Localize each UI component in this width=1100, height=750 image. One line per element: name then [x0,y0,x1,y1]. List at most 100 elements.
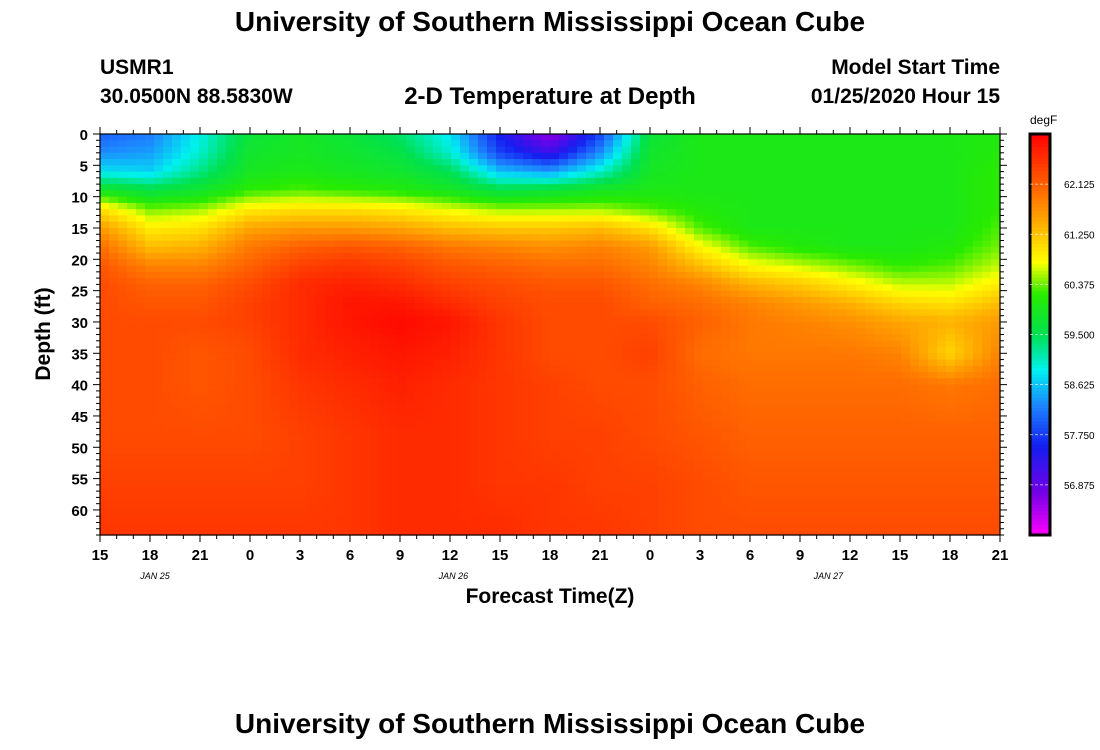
heatmap-cell [424,234,434,242]
heatmap-cell [352,259,362,267]
heatmap-cell [406,359,416,367]
heatmap-cell [352,315,362,323]
heatmap-cell [883,271,893,279]
heatmap-cell [235,328,245,336]
heatmap-cell [658,415,668,423]
heatmap-cell [802,334,812,342]
heatmap-cell [244,240,254,248]
heatmap-cell [955,253,965,260]
heatmap-cell [208,234,218,242]
heatmap-cell [604,328,614,336]
heatmap-cell [496,378,506,386]
heatmap-cell [883,196,893,204]
heatmap-cell [172,296,182,304]
heatmap-cell [928,290,938,298]
heatmap-cell [604,209,614,217]
heatmap-cell [676,253,686,260]
heatmap-cell [487,397,497,405]
heatmap-cell [181,428,191,436]
heatmap-cell [982,359,992,367]
heatmap-cell [604,278,614,285]
heatmap-cell [685,290,695,298]
heatmap-cell [586,271,596,279]
heatmap-cell [730,265,740,273]
heatmap-cell [847,403,857,411]
heatmap-cell [631,140,641,148]
heatmap-cell [460,347,470,354]
heatmap-cell [973,253,983,260]
heatmap-cell [658,221,668,229]
heatmap-cell [847,152,857,160]
heatmap-cell [226,240,236,248]
heatmap-cell [397,415,407,423]
heatmap-cell [883,171,893,179]
heatmap-cell [595,284,605,292]
heatmap-cell [865,428,875,436]
heatmap-cell [559,428,569,436]
heatmap-cell [685,390,695,398]
heatmap-cell [262,334,272,342]
heatmap-cell [181,365,191,373]
heatmap-cell [397,253,407,260]
heatmap-cell [964,428,974,436]
heatmap-cell [919,134,929,141]
heatmap-cell [847,290,857,298]
heatmap-cell [694,196,704,204]
heatmap-cell [154,152,164,160]
heatmap-cell [532,234,542,242]
heatmap-cell [361,221,371,229]
heatmap-cell [577,365,587,373]
heatmap-cell [253,321,263,329]
heatmap-cell [235,240,245,248]
heatmap-cell [964,259,974,267]
heatmap-cell [748,209,758,217]
heatmap-cell [154,196,164,204]
heatmap-cell [343,347,353,354]
heatmap-cell [199,234,209,242]
heatmap-cell [577,146,587,154]
heatmap-cell [298,334,308,342]
heatmap-cell [298,196,308,204]
heatmap-cell [874,359,884,367]
heatmap-cell [730,328,740,336]
heatmap-cell [901,284,911,292]
heatmap-cell [433,415,443,423]
heatmap-cell [514,328,524,336]
heatmap-cell [550,253,560,260]
heatmap-cell [487,284,497,292]
heatmap-cell [190,334,200,342]
heatmap-cell [946,315,956,323]
heatmap-cell [235,209,245,217]
heatmap-cell [829,347,839,354]
heatmap-cell [937,190,947,198]
heatmap-cell [604,146,614,154]
heatmap-cell [118,190,128,198]
heatmap-cell [847,384,857,392]
heatmap-cell [343,246,353,254]
heatmap-cell [136,184,146,191]
heatmap-cell [712,152,722,160]
heatmap-cell [370,372,380,379]
heatmap-cell [424,428,434,436]
heatmap-cell [460,152,470,160]
heatmap-cell [856,265,866,273]
heatmap-cell [622,190,632,198]
heatmap-cell [739,334,749,342]
heatmap-cell [271,215,281,223]
heatmap-cell [334,340,344,348]
heatmap-cell [397,246,407,254]
heatmap-cell [208,441,218,448]
heatmap-cell [415,390,425,398]
heatmap-cell [154,372,164,379]
heatmap-cell [928,415,938,423]
heatmap-cell [532,152,542,160]
heatmap-cell [838,409,848,417]
heatmap-cell [586,428,596,436]
heatmap-cell [271,347,281,354]
heatmap-cell [451,253,461,260]
heatmap-cell [838,271,848,279]
heatmap-cell [451,409,461,417]
heatmap-cell [676,353,686,361]
heatmap-cell [460,265,470,273]
heatmap-cell [892,397,902,405]
